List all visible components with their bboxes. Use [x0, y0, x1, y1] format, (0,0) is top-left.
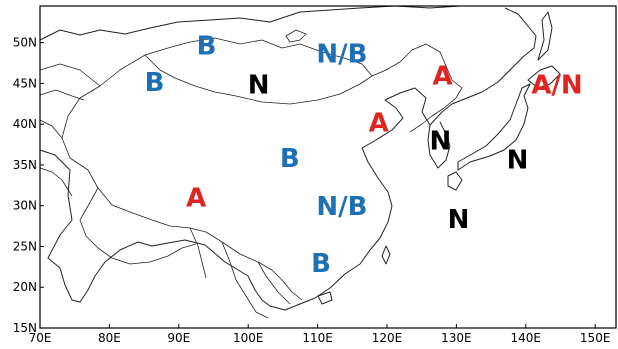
- region-label: B: [197, 31, 217, 61]
- lon-tick-label: 120E: [372, 331, 403, 345]
- region-label: A: [186, 184, 206, 214]
- region-labels: B N/B A A/N B N A N N B A N/B N B: [145, 31, 583, 279]
- region-label: B: [311, 249, 331, 279]
- lat-tick-label: 45N: [13, 76, 37, 90]
- lat-tick-label: 25N: [13, 239, 37, 253]
- region-label: N/B: [316, 192, 367, 222]
- india-border: [79, 187, 197, 265]
- china-border-northeast: [371, 43, 463, 133]
- region-label: N: [248, 70, 270, 100]
- region-label: N: [507, 145, 529, 175]
- lon-tick-label: 140E: [511, 331, 542, 345]
- region-label: N/B: [316, 39, 367, 69]
- lon-tick-label: 110E: [302, 331, 333, 345]
- lat-tick-label: 30N: [13, 199, 37, 213]
- indochina-borders: [189, 227, 303, 319]
- region-label: B: [280, 144, 300, 174]
- lat-tick-label: 35N: [13, 158, 37, 172]
- central-asia-borders: [39, 63, 101, 197]
- lon-tick-label: 150E: [580, 331, 611, 345]
- lon-tick-label: 130E: [441, 331, 472, 345]
- map-frame: [39, 5, 617, 329]
- region-label: N: [448, 205, 470, 235]
- lon-tick-label: 100E: [233, 331, 264, 345]
- lon-tick-label: 70E: [29, 331, 52, 345]
- japan-kyushu: [447, 171, 463, 191]
- lon-tick-label: 80E: [98, 331, 121, 345]
- lake-baikal: [285, 29, 307, 43]
- region-label: N: [430, 127, 452, 157]
- taiwan: [381, 245, 391, 265]
- japan-hokkaido: [527, 65, 561, 89]
- siberia-coast: [39, 5, 461, 41]
- china-border-west: [61, 54, 283, 281]
- japan-honshu: [457, 83, 531, 171]
- lon-tick-label: 90E: [167, 331, 190, 345]
- sakhalin: [537, 11, 553, 61]
- map-lines: [39, 5, 561, 319]
- asia-coastline: [39, 7, 537, 311]
- lat-tick-label: 50N: [13, 36, 37, 50]
- hainan: [317, 291, 333, 305]
- axis-ticks: 70E 80E 90E 100E 110E 120E 130E 140E 150E 15N 20N 2…: [13, 36, 611, 345]
- lat-tick-label: 20N: [13, 280, 37, 294]
- lat-tick-label: 15N: [13, 321, 37, 335]
- region-label: A: [369, 109, 389, 139]
- region-label: A/N: [531, 70, 582, 100]
- lat-tick-label: 40N: [13, 117, 37, 131]
- region-label: A: [432, 61, 452, 91]
- region-label: B: [145, 68, 165, 98]
- korea-coast: [427, 121, 451, 169]
